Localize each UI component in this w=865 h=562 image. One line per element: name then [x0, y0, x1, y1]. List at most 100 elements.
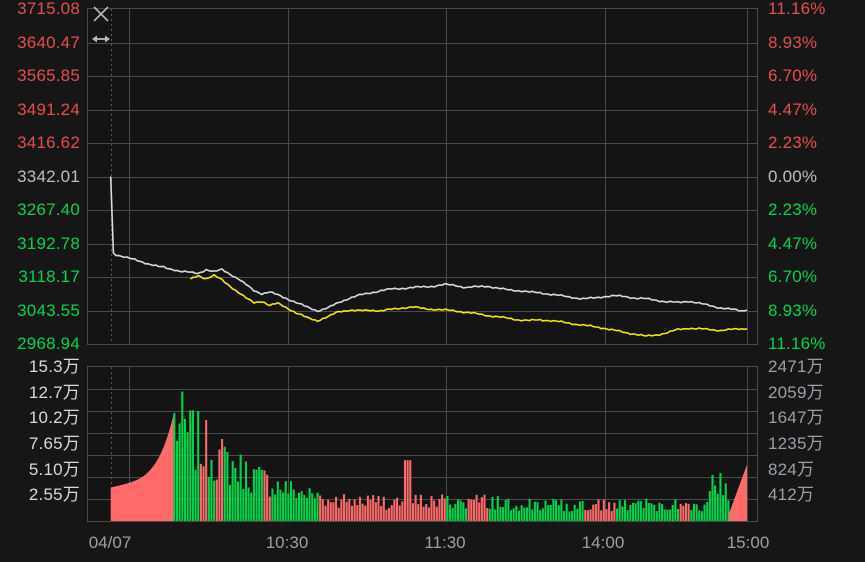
volume-bar — [528, 498, 531, 521]
volume-axis-right-label: 1647万 — [768, 408, 824, 428]
volume-bar — [374, 502, 377, 521]
volume-bar — [494, 509, 497, 521]
volume-bar — [231, 461, 234, 521]
volume-bar — [602, 499, 605, 521]
volume-bar — [568, 511, 571, 521]
volume-bar — [345, 501, 348, 521]
volume-axis-right-label: 1235万 — [768, 434, 824, 453]
price-axis-right-label: 8.93% — [768, 300, 818, 320]
volume-bar — [340, 499, 343, 521]
volume-bar — [215, 479, 218, 521]
volume-bar — [491, 496, 494, 521]
price-axis-right-label: 4.47% — [768, 99, 818, 119]
volume-bar — [422, 506, 425, 521]
volume-bar — [570, 511, 574, 521]
volume-bar — [435, 506, 438, 521]
volume-axis-left-label: 7.65万 — [28, 434, 80, 453]
volume-bar — [425, 504, 428, 521]
volume-axis-left-label: 15.3万 — [28, 357, 80, 376]
volume-bar — [337, 507, 340, 521]
volume-bar — [433, 500, 436, 521]
price-axis-left-label: 2968.94 — [17, 334, 80, 353]
volume-bar — [700, 511, 703, 521]
volume-bar — [226, 451, 229, 521]
volume-bar — [510, 510, 513, 521]
volume-bar — [456, 499, 460, 521]
volume-bar — [711, 474, 714, 521]
gridline-horizontal — [88, 411, 757, 412]
volume-bar — [698, 510, 701, 521]
volume-bar — [316, 492, 319, 521]
volume-bar — [581, 500, 584, 521]
volume-bar — [703, 504, 706, 521]
volume-bar — [674, 499, 677, 521]
volume-bar — [616, 508, 619, 521]
volume-bar — [613, 502, 616, 521]
volume-bar — [279, 489, 282, 521]
volume-bar — [255, 469, 258, 521]
volume-bar — [441, 494, 444, 521]
volume-bar — [520, 505, 523, 521]
volume-bar — [634, 503, 637, 521]
volume-bar — [229, 484, 232, 521]
close-icon[interactable] — [91, 4, 111, 24]
volume-bar — [555, 500, 558, 521]
volume-bar — [692, 503, 695, 521]
volume-bar — [687, 503, 690, 521]
volume-bar — [186, 432, 189, 521]
price-axis-left-label: 3491.24 — [17, 99, 80, 119]
volume-bar — [332, 502, 335, 521]
volume-bar — [724, 483, 727, 521]
volume-bar — [353, 499, 356, 521]
volume-bar — [335, 496, 338, 521]
volume-bar — [173, 413, 176, 521]
volume-bar — [197, 410, 200, 521]
price-axis-left-label: 3192.78 — [17, 233, 80, 253]
volume-axis-left-label: 2.55万 — [28, 485, 80, 505]
volume-bar — [213, 480, 216, 521]
volume-bar — [552, 498, 555, 521]
volume-bar — [388, 507, 391, 521]
volume-bar — [541, 508, 544, 521]
price-axis-right-label: 6.70% — [768, 267, 818, 286]
volume-bar — [274, 494, 277, 521]
volume-bar — [364, 505, 367, 521]
volume-bar — [722, 495, 725, 521]
volume-bar — [496, 496, 499, 521]
price-axis-left-label: 3118.17 — [18, 267, 80, 286]
volume-bar — [525, 507, 528, 521]
volume-bar — [512, 508, 515, 521]
volume-axis-right-label: 824万 — [768, 459, 815, 479]
volume-bar — [623, 500, 627, 521]
gridline-horizontal — [88, 76, 757, 77]
volume-bar — [539, 510, 542, 521]
volume-axis-right-label: 2471万 — [768, 357, 824, 376]
price-axis-left-label: 3715.08 — [17, 0, 80, 18]
price-chart-panel[interactable] — [87, 8, 758, 345]
resize-horizontal-icon[interactable] — [91, 29, 111, 49]
gridline-vertical — [288, 9, 289, 344]
price-axis-right-label: 8.93% — [768, 32, 818, 52]
volume-bar — [284, 481, 287, 521]
gridline-horizontal — [88, 277, 757, 278]
volume-bar — [472, 499, 475, 521]
volume-bar — [639, 501, 642, 521]
price-axis-right-label: 0.00% — [768, 166, 818, 186]
volume-bar — [252, 469, 255, 521]
volume-bar — [547, 505, 550, 521]
volume-chart-panel[interactable] — [87, 366, 758, 522]
volume-bar — [478, 502, 481, 521]
volume-bar — [631, 502, 635, 521]
volume-bar — [327, 499, 330, 521]
volume-bar — [655, 511, 658, 521]
volume-bar — [297, 492, 300, 521]
gridline-vertical — [446, 367, 447, 521]
volume-bar — [194, 469, 197, 521]
volume-bar — [319, 495, 322, 521]
volume-bar — [719, 472, 722, 521]
time-axis-label: 10:30 — [265, 533, 309, 552]
volume-bar — [695, 504, 698, 521]
volume-bar — [563, 511, 566, 521]
volume-bar — [181, 391, 184, 521]
volume-bar — [459, 500, 462, 521]
